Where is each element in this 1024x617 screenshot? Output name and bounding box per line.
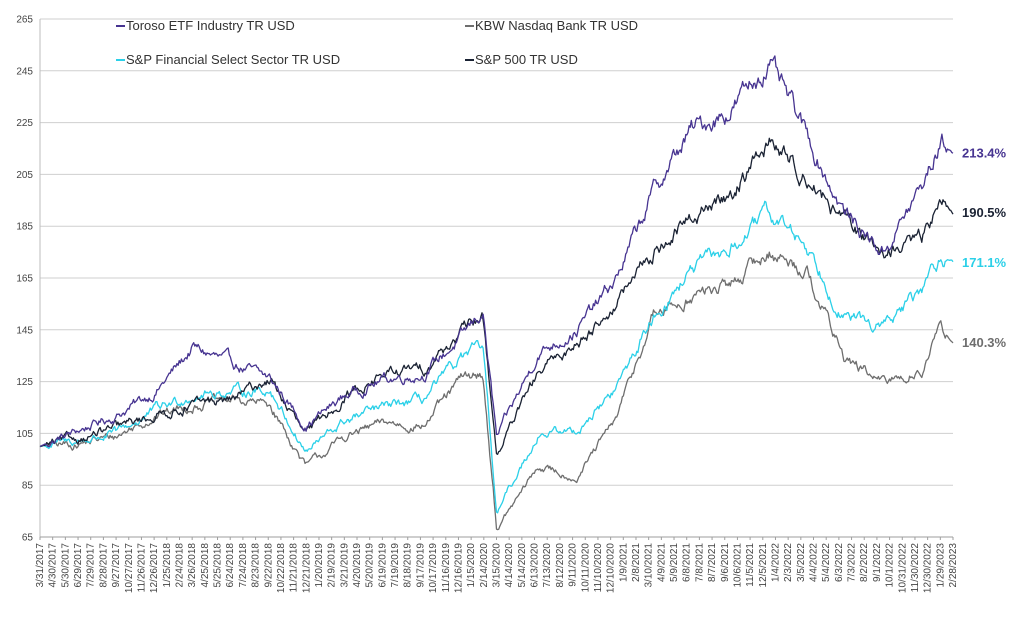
x-tick-label: 9/1/2022 (872, 543, 883, 582)
x-tick-label: 2/19/2019 (327, 543, 338, 588)
x-tick-label: 5/9/2021 (669, 543, 680, 582)
end-value-label: 190.5% (962, 205, 1007, 220)
x-tick-label: 9/17/2019 (415, 543, 426, 588)
y-tick-label: 185 (16, 222, 33, 233)
series-line (39, 200, 954, 514)
x-tick-label: 4/30/2017 (48, 543, 59, 588)
x-tick-label: 3/10/2021 (644, 543, 655, 588)
x-tick-label: 8/12/2020 (555, 543, 566, 588)
x-tick-label: 10/6/2021 (732, 543, 743, 588)
x-tick-label: 6/29/2017 (73, 543, 84, 588)
x-tick-label: 12/21/2018 (301, 543, 312, 593)
x-tick-label: 3/5/2022 (796, 543, 807, 582)
x-tick-label: 5/20/2019 (365, 543, 376, 588)
x-tick-label: 11/21/2018 (289, 543, 300, 593)
y-tick-label: 125 (16, 377, 33, 388)
x-tick-label: 9/6/2021 (720, 543, 731, 582)
x-tick-label: 6/3/2022 (834, 543, 845, 582)
x-tick-label: 4/20/2019 (352, 543, 363, 588)
x-tick-label: 3/26/2018 (187, 543, 198, 588)
x-tick-label: 5/25/2018 (213, 543, 224, 588)
x-tick-label: 1/15/2020 (466, 543, 477, 588)
x-tick-label: 1/9/2021 (618, 543, 629, 582)
x-tick-label: 1/25/2018 (162, 543, 173, 588)
x-tick-label: 10/27/2017 (124, 543, 135, 593)
x-tick-label: 10/17/2019 (428, 543, 439, 593)
x-tick-label: 4/25/2018 (200, 543, 211, 588)
x-tick-label: 8/23/2018 (251, 543, 262, 588)
x-tick-label: 12/16/2019 (453, 543, 464, 593)
x-tick-label: 2/24/2018 (174, 543, 185, 588)
x-tick-label: 10/31/2022 (897, 543, 908, 593)
y-tick-label: 165 (16, 274, 33, 285)
x-tick-label: 12/5/2021 (758, 543, 769, 588)
x-tick-label: 6/8/2021 (682, 543, 693, 582)
y-tick-label: 105 (16, 429, 33, 440)
x-tick-label: 11/10/2020 (593, 543, 604, 593)
x-tick-label: 12/10/2020 (606, 543, 617, 593)
x-tick-label: 11/30/2022 (910, 543, 921, 593)
x-tick-label: 1/29/2023 (935, 543, 946, 588)
x-tick-label: 7/19/2019 (390, 543, 401, 588)
series-line (39, 251, 954, 531)
x-tick-label: 11/16/2019 (441, 543, 452, 593)
legend-label: KBW Nasdaq Bank TR USD (475, 18, 638, 33)
series-line (39, 55, 954, 448)
x-tick-label: 7/13/2020 (542, 543, 553, 588)
x-tick-label: 5/30/2017 (60, 543, 71, 588)
end-value-label: 213.4% (962, 146, 1007, 161)
x-tick-label: 7/29/2017 (86, 543, 97, 588)
x-tick-label: 8/28/2017 (98, 543, 109, 588)
x-tick-label: 3/21/2019 (339, 543, 350, 588)
y-tick-label: 145 (16, 325, 33, 336)
x-tick-label: 5/4/2022 (821, 543, 832, 582)
x-tick-label: 6/24/2018 (225, 543, 236, 588)
legend-label: S&P 500 TR USD (475, 52, 578, 67)
x-tick-label: 2/3/2022 (783, 543, 794, 582)
x-tick-label: 9/27/2017 (111, 543, 122, 588)
x-tick-label: 11/5/2021 (745, 543, 756, 587)
x-tick-label: 4/9/2021 (656, 543, 667, 582)
x-tick-label: 2/14/2020 (479, 543, 490, 588)
x-tick-label: 9/22/2018 (263, 543, 274, 588)
x-tick-label: 11/26/2017 (136, 543, 147, 593)
x-tick-label: 7/24/2018 (238, 543, 249, 588)
x-tick-label: 7/3/2022 (847, 543, 858, 582)
x-tick-label: 2/28/2023 (948, 543, 959, 588)
x-tick-label: 10/11/2020 (580, 543, 591, 593)
x-tick-label: 9/11/2020 (568, 543, 579, 587)
end-value-label: 140.3% (962, 335, 1007, 350)
y-tick-label: 65 (22, 533, 34, 544)
x-tick-label: 8/18/2019 (403, 543, 414, 588)
x-tick-label: 6/19/2019 (377, 543, 388, 588)
y-tick-label: 205 (16, 170, 33, 181)
x-tick-label: 1/20/2019 (314, 543, 325, 588)
y-tick-label: 225 (16, 118, 33, 129)
x-tick-label: 12/26/2017 (149, 543, 160, 593)
x-tick-label: 3/15/2020 (492, 543, 503, 588)
end-value-label: 171.1% (962, 255, 1007, 270)
x-tick-label: 12/30/2022 (923, 543, 934, 593)
x-tick-label: 1/4/2022 (770, 543, 781, 582)
x-tick-label: 10/22/2018 (276, 543, 287, 593)
y-tick-label: 85 (22, 481, 34, 492)
x-tick-label: 8/7/2021 (707, 543, 718, 582)
x-tick-label: 2/8/2021 (631, 543, 642, 582)
x-tick-label: 3/31/2017 (35, 543, 46, 588)
legend-label: Toroso ETF Industry TR USD (126, 18, 295, 33)
x-tick-label: 10/1/2022 (885, 543, 896, 588)
x-tick-label: 4/14/2020 (504, 543, 515, 588)
x-tick-label: 5/14/2020 (517, 543, 528, 588)
x-tick-label: 8/2/2022 (859, 543, 870, 582)
y-tick-label: 245 (16, 66, 33, 77)
x-tick-label: 7/8/2021 (694, 543, 705, 582)
legend-label: S&P Financial Select Sector TR USD (126, 52, 340, 67)
series-line (39, 137, 954, 455)
y-tick-label: 265 (16, 15, 33, 26)
x-tick-label: 6/13/2020 (530, 543, 541, 588)
x-tick-label: 4/4/2022 (809, 543, 820, 582)
